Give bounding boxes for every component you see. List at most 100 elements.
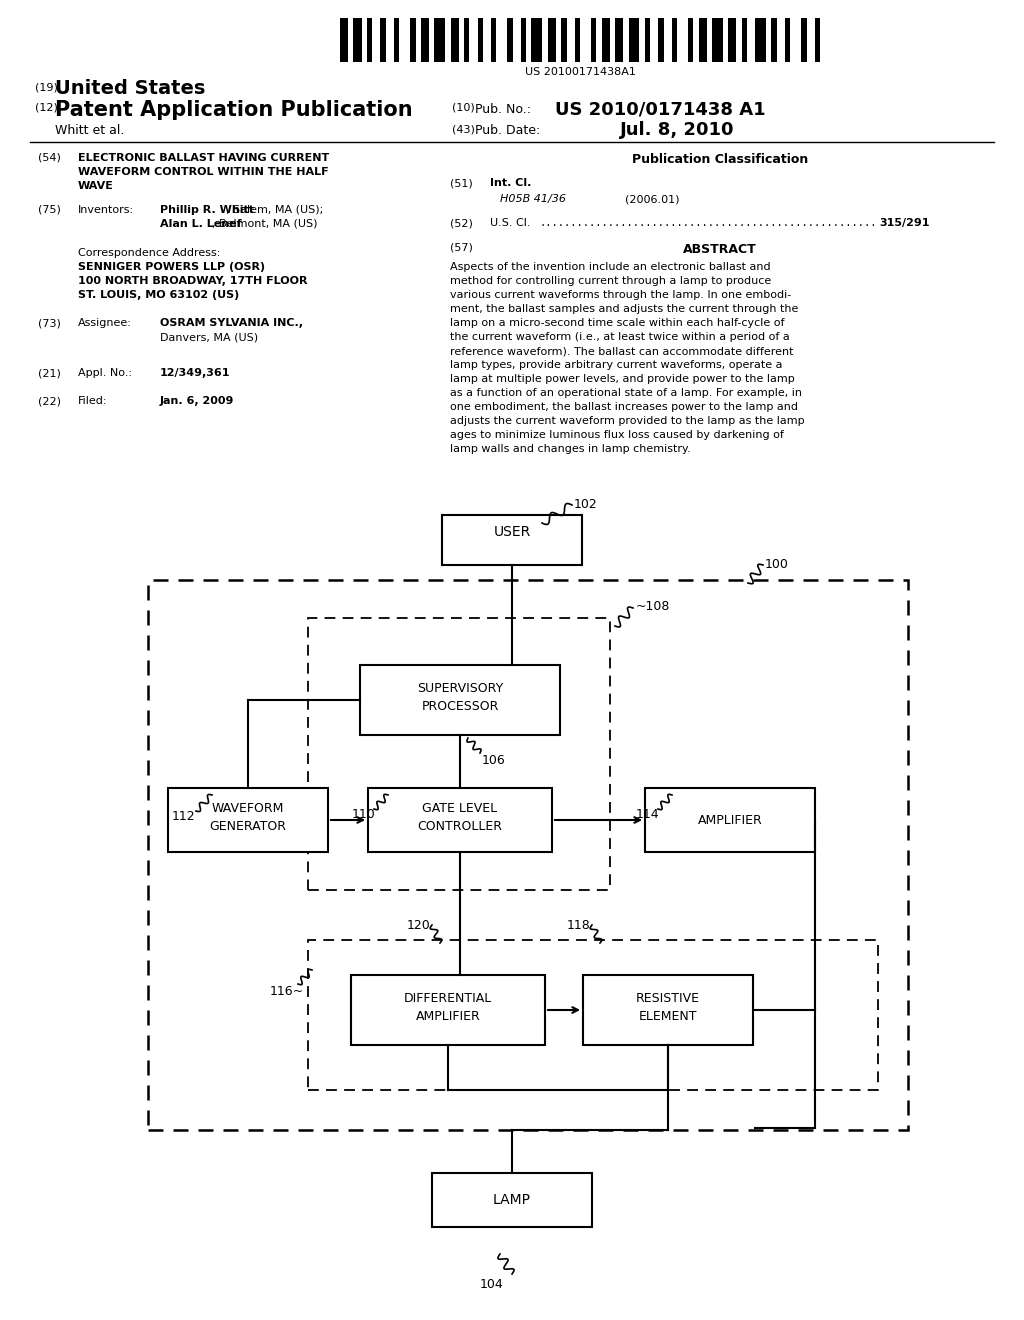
Text: 104: 104 [480,1278,504,1291]
Text: Inventors:: Inventors: [78,205,134,215]
Bar [583,975,753,1045]
Text: OSRAM SYLVANIA INC.,: OSRAM SYLVANIA INC., [160,318,303,327]
Text: (19): (19) [35,82,58,92]
Text: 12/349,361: 12/349,361 [160,368,230,378]
Text: (2006.01): (2006.01) [625,194,680,205]
Bar [353,18,361,62]
Text: (57): (57) [450,243,473,253]
Text: United States: United States [55,79,206,98]
Text: 100: 100 [765,558,788,572]
Text: Pub. Date:: Pub. Date: [475,124,541,137]
Bar [308,618,610,890]
Text: SENNIGER POWERS LLP (OSR): SENNIGER POWERS LLP (OSR) [78,261,265,272]
Bar [645,788,815,851]
Text: 116~: 116~ [270,985,304,998]
Text: (52): (52) [450,218,473,228]
Bar [815,18,820,62]
Text: US 20100171438A1: US 20100171438A1 [524,67,636,77]
Text: ELEMENT: ELEMENT [639,1010,697,1023]
Text: Pub. No.:: Pub. No.: [475,103,531,116]
Text: ST. LOUIS, MO 63102 (US): ST. LOUIS, MO 63102 (US) [78,290,240,300]
Bar [574,18,580,62]
Bar [492,18,497,62]
Bar [308,940,878,1090]
Text: lamp walls and changes in lamp chemistry.: lamp walls and changes in lamp chemistry… [450,444,690,454]
Bar [434,18,445,62]
Text: 118: 118 [566,919,590,932]
Bar [741,18,748,62]
Bar [801,18,807,62]
Text: ages to minimize luminous flux loss caused by darkening of: ages to minimize luminous flux loss caus… [450,430,784,440]
Text: method for controlling current through a lamp to produce: method for controlling current through a… [450,276,771,286]
Text: WAVEFORM: WAVEFORM [212,801,285,814]
Bar [367,18,373,62]
Bar [561,18,566,62]
Text: Jul. 8, 2010: Jul. 8, 2010 [620,121,734,139]
Text: (73): (73) [38,318,60,327]
Text: USER: USER [494,525,530,539]
Text: GATE LEVEL: GATE LEVEL [423,801,498,814]
Bar [451,18,459,62]
Text: Assignee:: Assignee: [78,318,132,327]
Bar [520,18,526,62]
Text: SUPERVISORY: SUPERVISORY [417,681,503,694]
Text: (54): (54) [38,153,60,162]
Text: Int. Cl.: Int. Cl. [490,178,531,187]
Bar [531,18,543,62]
Text: various current waveforms through the lamp. In one embodi-: various current waveforms through the la… [450,290,792,300]
Bar [477,18,483,62]
Bar [360,665,560,735]
Text: adjusts the current waveform provided to the lamp as the lamp: adjusts the current waveform provided to… [450,416,805,426]
Bar [381,18,386,62]
Text: (21): (21) [38,368,60,378]
Text: reference waveform). The ballast can accommodate different: reference waveform). The ballast can acc… [450,346,794,356]
Text: ......................................................: ........................................… [540,218,878,228]
Text: US 2010/0171438 A1: US 2010/0171438 A1 [555,100,766,117]
Bar [688,18,693,62]
Text: Filed:: Filed: [78,396,108,407]
Text: as a function of an operational state of a lamp. For example, in: as a function of an operational state of… [450,388,802,399]
Text: (43): (43) [452,124,475,135]
Bar [712,18,723,62]
Bar [698,18,707,62]
Text: , Belmont, MA (US): , Belmont, MA (US) [212,219,317,228]
Bar [148,579,908,1130]
Text: (12): (12) [35,103,58,114]
Bar [548,18,556,62]
Bar [629,18,639,62]
Bar [615,18,624,62]
Text: GENERATOR: GENERATOR [210,820,287,833]
Text: Publication Classification: Publication Classification [632,153,808,166]
Text: ELECTRONIC BALLAST HAVING CURRENT: ELECTRONIC BALLAST HAVING CURRENT [78,153,330,162]
Text: AMPLIFIER: AMPLIFIER [416,1010,480,1023]
Text: 112: 112 [172,810,196,822]
Bar [771,18,777,62]
Text: Correspondence Address:: Correspondence Address: [78,248,220,257]
Text: lamp on a micro-second time scale within each half-cycle of: lamp on a micro-second time scale within… [450,318,784,327]
Text: ment, the ballast samples and adjusts the current through the: ment, the ballast samples and adjusts th… [450,304,799,314]
Bar [340,18,348,62]
Text: ABSTRACT: ABSTRACT [683,243,757,256]
Text: lamp at multiple power levels, and provide power to the lamp: lamp at multiple power levels, and provi… [450,374,795,384]
Text: H05B 41/36: H05B 41/36 [500,194,566,205]
Bar [411,18,416,62]
Text: , Salem, MA (US);: , Salem, MA (US); [226,205,324,215]
Text: PROCESSOR: PROCESSOR [421,700,499,713]
Text: Jan. 6, 2009: Jan. 6, 2009 [160,396,234,407]
Text: 120: 120 [407,919,430,932]
Text: the current waveform (i.e., at least twice within a period of a: the current waveform (i.e., at least twi… [450,333,790,342]
Text: ~108: ~108 [636,601,671,612]
Text: CONTROLLER: CONTROLLER [418,820,503,833]
Bar [728,18,736,62]
Text: (51): (51) [450,178,473,187]
Bar [785,18,791,62]
Bar [658,18,664,62]
Text: 102: 102 [574,498,598,511]
Text: (22): (22) [38,396,61,407]
Text: Alan L. Lenef: Alan L. Lenef [160,219,242,228]
Text: 315/291: 315/291 [880,218,930,228]
Text: one embodiment, the ballast increases power to the lamp and: one embodiment, the ballast increases po… [450,403,798,412]
Text: Patent Application Publication: Patent Application Publication [55,100,413,120]
Bar [168,788,328,851]
Bar [432,1173,592,1228]
